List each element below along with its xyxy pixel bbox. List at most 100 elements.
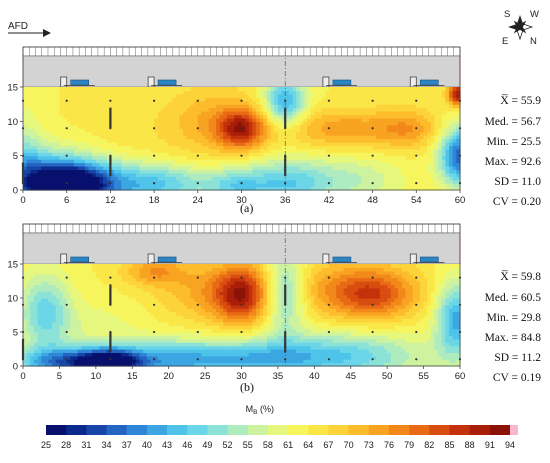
heat-cell — [336, 145, 341, 150]
heat-cell — [194, 155, 199, 160]
heat-cell — [154, 325, 159, 330]
heat-cell — [179, 159, 184, 164]
heat-cell — [288, 114, 294, 119]
heat-cell — [114, 362, 119, 367]
heat-cell — [234, 87, 239, 92]
heat-cell — [299, 162, 305, 167]
heat-cell — [157, 332, 162, 336]
heat-cell — [398, 114, 403, 119]
heat-cell — [398, 124, 403, 129]
heat-cell — [128, 277, 133, 282]
heat-cell — [368, 121, 374, 126]
heat-cell — [146, 165, 152, 170]
heat-cell — [252, 121, 257, 126]
heat-cell — [252, 152, 257, 157]
heat-cell — [401, 179, 406, 184]
heat-cell — [390, 172, 396, 177]
heat-cell — [219, 141, 224, 146]
heat-cell — [44, 148, 50, 153]
heat-cell — [256, 131, 261, 136]
heat-cell — [110, 270, 115, 275]
compass-west: W — [530, 9, 539, 20]
heat-cell — [270, 183, 275, 188]
heat-cell — [438, 141, 443, 146]
x-tick-label: 36 — [280, 195, 291, 206]
heat-cell — [383, 128, 388, 133]
heater-coil — [157, 256, 177, 263]
heat-cell — [84, 148, 90, 153]
heat-cell — [332, 121, 337, 126]
heat-cell — [452, 141, 457, 146]
heat-cell — [124, 264, 130, 268]
heat-cell — [88, 355, 93, 360]
heat-cell — [456, 145, 461, 150]
heat-cell — [59, 114, 64, 119]
heat-cell — [135, 169, 141, 174]
heat-cell — [237, 111, 243, 116]
heat-cell — [124, 131, 130, 136]
heat-cell — [52, 318, 57, 323]
sample-point — [415, 99, 418, 102]
heat-cell — [190, 131, 195, 136]
heat-cell — [332, 159, 337, 164]
heat-cell — [416, 135, 421, 140]
heat-cell — [44, 355, 50, 360]
heat-cell — [423, 169, 428, 174]
heat-cell — [288, 121, 294, 126]
heat-cell — [117, 93, 122, 98]
heat-cell — [44, 301, 50, 306]
heat-cell — [30, 294, 35, 299]
heat-cell — [372, 155, 377, 160]
heat-cell — [245, 179, 250, 184]
heat-cell — [139, 172, 144, 177]
heat-cell — [92, 97, 97, 102]
heat-cell — [154, 111, 159, 116]
heat-cell — [252, 111, 257, 116]
heat-cell — [281, 104, 286, 109]
heat-cell — [81, 93, 86, 98]
heat-cell — [452, 176, 457, 181]
heat-cell — [37, 291, 42, 296]
heat-cell — [259, 186, 264, 191]
heat-cell — [143, 294, 148, 299]
heat-cell — [237, 155, 243, 160]
heat-cell — [416, 107, 421, 112]
heat-cell — [84, 162, 90, 167]
heat-cell — [139, 321, 144, 326]
heat-cell — [230, 162, 235, 167]
heat-cell — [99, 155, 104, 160]
heat-cell — [394, 111, 399, 116]
heat-cell — [441, 90, 447, 95]
heat-cell — [150, 332, 155, 336]
heat-cell — [114, 124, 119, 129]
heat-cell — [368, 176, 374, 181]
heat-cell — [128, 90, 133, 95]
heat-cell — [143, 148, 148, 153]
heat-cell — [139, 141, 144, 146]
heat-cell — [245, 176, 250, 181]
kiln-schematic-a — [22, 46, 461, 88]
heat-cell — [52, 135, 57, 140]
heat-cell — [168, 169, 173, 174]
heat-cell — [394, 104, 399, 109]
heat-cell — [354, 165, 359, 170]
heat-cell — [99, 345, 104, 350]
heat-cell — [343, 145, 348, 150]
heat-cell — [106, 162, 111, 167]
heat-cell — [77, 345, 82, 350]
heat-cell — [328, 93, 334, 98]
heat-cell — [219, 165, 224, 170]
heat-cell — [135, 342, 141, 347]
heat-cell — [30, 121, 35, 126]
heat-cell — [103, 291, 108, 296]
heat-cell — [73, 124, 79, 129]
heat-cell — [452, 135, 457, 140]
heat-cell — [168, 162, 173, 167]
heat-cell — [157, 359, 162, 364]
heat-cell — [219, 100, 224, 105]
heat-cell — [110, 117, 115, 122]
heat-cell — [33, 145, 39, 150]
heat-cell — [128, 345, 133, 350]
heat-cell — [183, 100, 188, 105]
heat-cell — [270, 169, 275, 174]
